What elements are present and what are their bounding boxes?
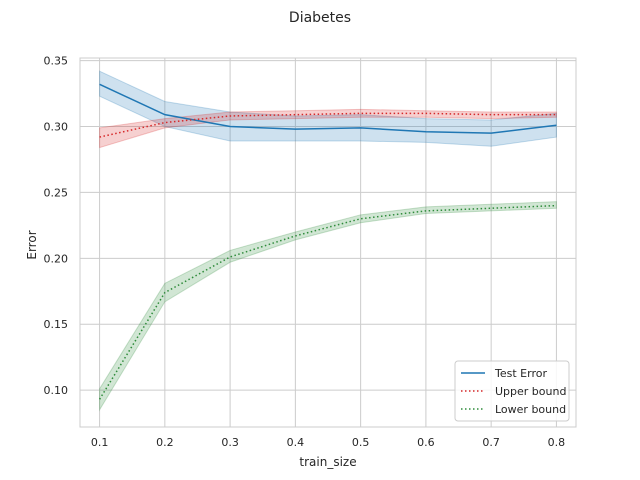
- y-tick-label: 0.30: [44, 121, 69, 134]
- y-axis-label: Error: [25, 230, 39, 259]
- x-axis-ticks: 0.1 0.2 0.3 0.4 0.5 0.6 0.7 0.8: [91, 436, 565, 449]
- y-tick-label: 0.15: [44, 318, 69, 331]
- grid: [80, 58, 576, 427]
- legend-box: [454, 360, 570, 422]
- series-lines: [98, 83, 557, 400]
- x-tick-label: 0.5: [352, 436, 370, 449]
- chart-title: Diabetes: [289, 10, 351, 26]
- legend-label: Test Error: [494, 367, 547, 380]
- x-tick-label: 0.7: [482, 436, 500, 449]
- x-tick-label: 0.4: [287, 436, 305, 449]
- legend-label: Upper bound: [495, 385, 566, 398]
- y-tick-label: 0.20: [44, 252, 69, 265]
- series-line: [99, 83, 557, 134]
- y-tick-label: 0.25: [44, 186, 69, 199]
- x-tick-label: 0.1: [91, 436, 109, 449]
- confidence-bands: [99, 70, 557, 412]
- x-tick-label: 0.3: [221, 436, 239, 449]
- y-axis-ticks: 0.10 0.15 0.20 0.25 0.30 0.35: [44, 55, 69, 397]
- y-tick-label: 0.35: [44, 55, 69, 68]
- y-tick-label: 0.10: [44, 384, 69, 397]
- x-tick-label: 0.8: [548, 436, 566, 449]
- legend-label: Lower bound: [495, 403, 566, 416]
- x-tick-label: 0.2: [156, 436, 174, 449]
- confidence-band: [99, 201, 557, 412]
- confidence-band: [99, 70, 557, 147]
- x-tick-label: 0.6: [417, 436, 435, 449]
- plot-frame: [79, 57, 577, 428]
- x-axis-label: train_size: [299, 455, 356, 469]
- legend: Test Error Upper bound Lower bound: [454, 360, 570, 422]
